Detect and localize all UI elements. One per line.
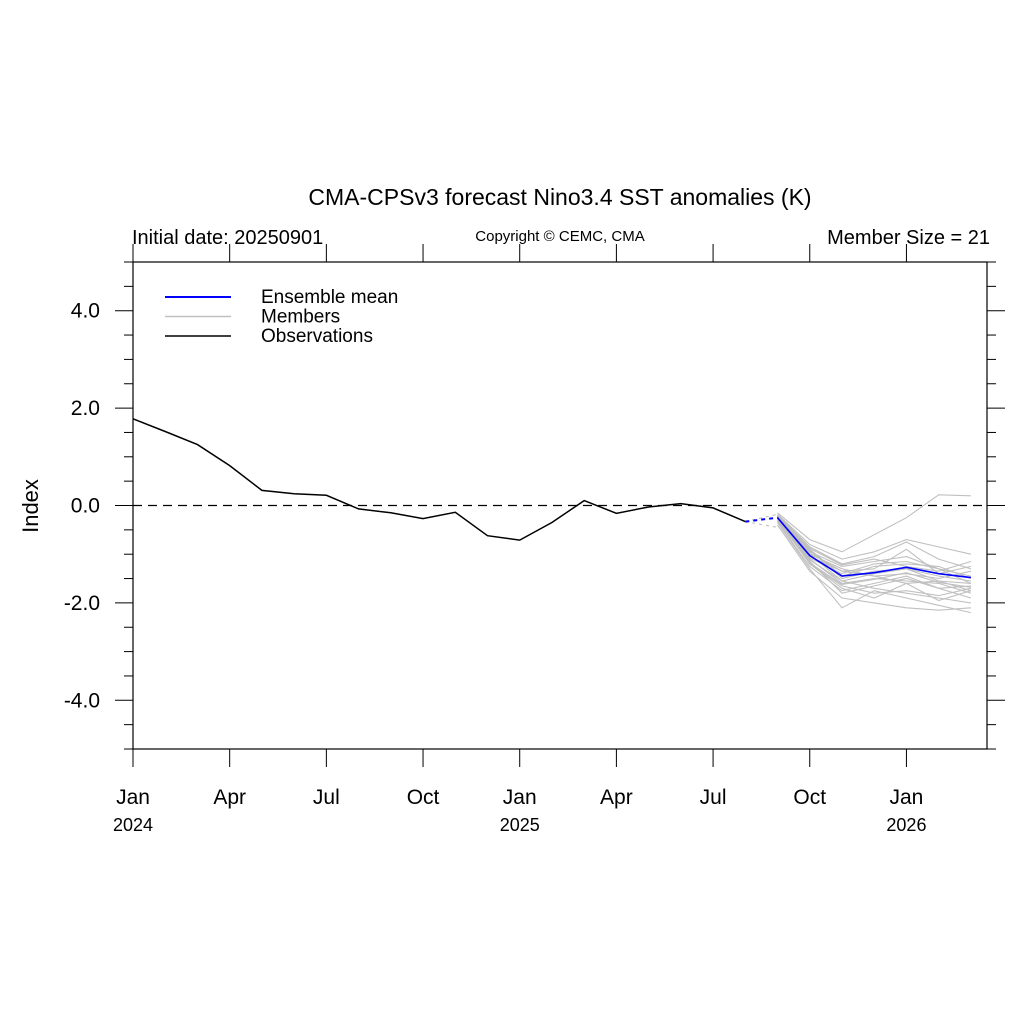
- nino34-forecast-chart: CMA-CPSv3 forecast Nino3.4 SST anomalies…: [0, 0, 1024, 1024]
- x-tick-year-label: 2025: [500, 815, 540, 835]
- copyright-label: Copyright © CEMC, CMA: [475, 228, 644, 245]
- x-tick-year-label: 2024: [113, 815, 153, 835]
- x-tick-label: Apr: [213, 786, 246, 809]
- ensemble-members: [745, 495, 971, 613]
- x-tick-label: Oct: [793, 786, 826, 809]
- x-tick-year-label: 2026: [886, 815, 926, 835]
- observations-line: [133, 419, 745, 540]
- y-tick-label: 2.0: [71, 397, 100, 420]
- x-tick-label: Apr: [600, 786, 633, 809]
- y-axis-label: Index: [18, 479, 43, 533]
- chart-title: CMA-CPSv3 forecast Nino3.4 SST anomalies…: [308, 184, 811, 210]
- y-tick-label: -4.0: [64, 689, 100, 712]
- x-tick-label: Jan: [890, 786, 924, 809]
- x-tick-label: Jan: [503, 786, 537, 809]
- y-tick-label: 4.0: [71, 300, 100, 323]
- observations-series: [133, 419, 745, 540]
- axis-ticks: 4.0 2.0 0.0 -2.0 -4.0 Jan 2024 Apr Jul Oct Jan 2025…: [64, 244, 1005, 835]
- initial-date-label: Initial date: 20250901: [132, 227, 323, 249]
- member-size-label: Member Size = 21: [827, 227, 990, 249]
- y-tick-label: -2.0: [64, 592, 100, 615]
- member-connector-2: [745, 522, 777, 528]
- legend-label: Observations: [261, 326, 373, 347]
- legend-label: Members: [261, 307, 340, 328]
- x-tick-label: Jan: [116, 786, 150, 809]
- x-tick-label: Oct: [407, 786, 440, 809]
- x-tick-label: Jul: [313, 786, 340, 809]
- x-tick-label: Jul: [700, 786, 727, 809]
- legend-label: Ensemble mean: [261, 287, 398, 308]
- y-tick-label: 0.0: [71, 495, 100, 518]
